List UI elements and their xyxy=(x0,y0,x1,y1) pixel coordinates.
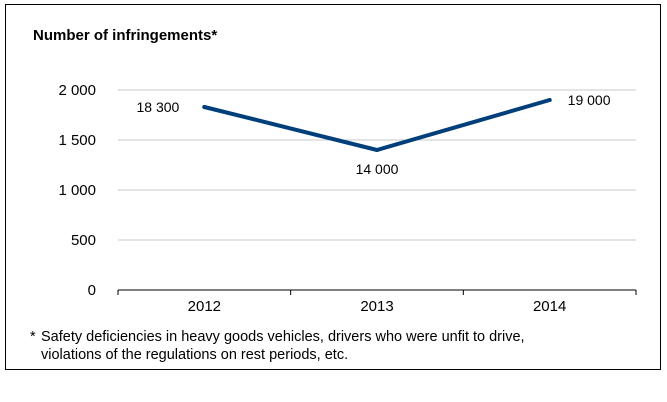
data-point xyxy=(202,105,207,109)
x-tick-label: 2014 xyxy=(533,298,566,315)
axes: 0 500 1 000 1 500 2 000 2012 2013 2014 xyxy=(58,82,637,315)
footnote-text-line-1: Safety deficiencies in heavy goods vehic… xyxy=(41,329,525,345)
x-tick-label: 2012 xyxy=(188,298,221,315)
footnote-marker: * xyxy=(30,329,36,345)
footnote-line: * Safety deficiencies in heavy goods veh… xyxy=(30,328,660,346)
chart-frame xyxy=(5,4,661,370)
data-point xyxy=(375,148,379,152)
series-line xyxy=(202,98,552,152)
chart-title: Number of infringements* xyxy=(33,27,218,44)
footnote: * Safety deficiencies in heavy goods veh… xyxy=(30,328,660,364)
data-label: 14 000 xyxy=(356,161,399,177)
data-labels: 18 300 14 000 19 000 xyxy=(137,92,611,177)
data-point xyxy=(547,98,552,102)
y-tick-label: 1 000 xyxy=(58,182,96,199)
gridlines xyxy=(118,89,636,241)
y-tick-label: 500 xyxy=(71,232,96,249)
x-tick-label: 2013 xyxy=(360,298,393,315)
y-tick-label: 1 500 xyxy=(58,132,96,149)
footnote-text-line-2: violations of the regulations on rest pe… xyxy=(41,347,349,363)
y-tick-label: 2 000 xyxy=(58,82,96,99)
data-label: 19 000 xyxy=(568,92,611,108)
footnote-line: violations of the regulations on rest pe… xyxy=(30,346,660,364)
data-label: 18 300 xyxy=(137,99,180,115)
y-tick-label: 0 xyxy=(88,282,96,299)
series xyxy=(202,98,552,152)
